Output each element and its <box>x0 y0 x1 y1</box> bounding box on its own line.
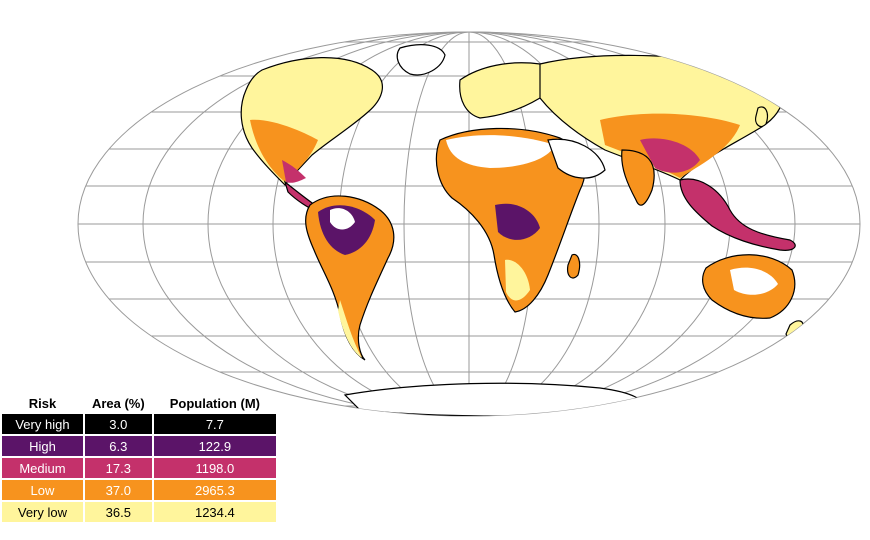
risk-level: Very low <box>2 502 83 522</box>
greenland <box>396 44 446 76</box>
southeast-asia <box>679 178 796 251</box>
arabia <box>547 138 606 179</box>
area-percent: 6.3 <box>84 436 152 456</box>
area-percent: 37.0 <box>84 480 152 500</box>
area-percent: 3.0 <box>84 414 152 434</box>
risk-level: Medium <box>2 458 83 478</box>
antarctica <box>343 382 644 416</box>
legend-header-row: Risk Area (%) Population (M) <box>2 394 276 412</box>
madagascar <box>567 253 581 279</box>
legend-row-very-low: Very low 36.5 1234.4 <box>2 502 276 522</box>
legend-row-high: High 6.3 122.9 <box>2 436 276 456</box>
risk-level: High <box>2 436 83 456</box>
population-millions: 1198.0 <box>153 458 276 478</box>
india <box>621 149 655 206</box>
population-millions: 2965.3 <box>153 480 276 500</box>
risk-level: Low <box>2 480 83 500</box>
area-percent: 17.3 <box>84 458 152 478</box>
risk-legend-table: Risk Area (%) Population (M) Very high 3… <box>0 392 278 524</box>
legend-row-very-high: Very high 3.0 7.7 <box>2 414 276 434</box>
header-risk: Risk <box>2 394 83 412</box>
population-millions: 122.9 <box>153 436 276 456</box>
header-population: Population (M) <box>153 394 276 412</box>
risk-level: Very high <box>2 414 83 434</box>
legend-row-medium: Medium 17.3 1198.0 <box>2 458 276 478</box>
area-percent: 36.5 <box>84 502 152 522</box>
header-area: Area (%) <box>84 394 152 412</box>
population-millions: 7.7 <box>153 414 276 434</box>
japan <box>755 106 769 128</box>
legend-row-low: Low 37.0 2965.3 <box>2 480 276 500</box>
land-masses <box>240 44 804 416</box>
population-millions: 1234.4 <box>153 502 276 522</box>
